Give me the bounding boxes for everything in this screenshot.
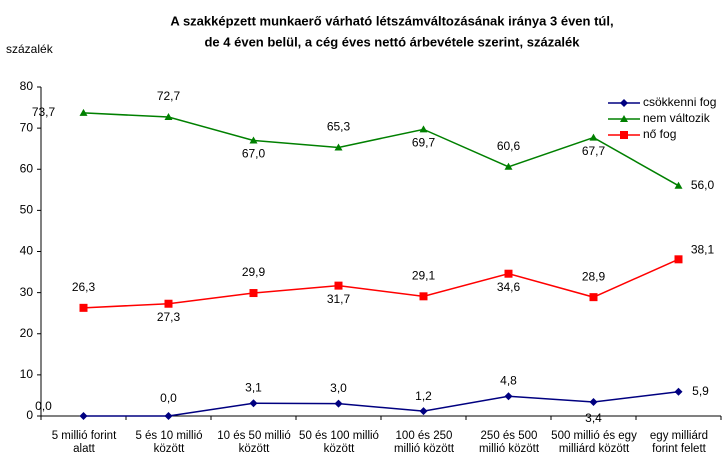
point — [620, 115, 628, 122]
x-tick-label: 5 és 10 millió között — [135, 430, 203, 455]
point — [504, 269, 513, 278]
data-label: 56,0 — [691, 178, 715, 192]
point — [674, 181, 683, 189]
data-label: 67,7 — [582, 144, 606, 158]
point — [589, 133, 598, 141]
point — [164, 299, 173, 308]
y-axis-label: százalék — [6, 42, 54, 56]
y-tick-label: 70 — [20, 120, 34, 134]
legend-label: nem változik — [643, 111, 711, 125]
y-tick-label: 30 — [20, 285, 34, 299]
x-tick-label: 5 millió forint alatt — [51, 430, 117, 455]
legend-label: nő fog — [643, 127, 676, 141]
x-tick-label: 100 és 250 millió között — [393, 430, 455, 455]
point — [79, 412, 88, 420]
point — [334, 143, 343, 151]
point — [589, 398, 598, 407]
x-tick-label: egy milliárd forint felett — [649, 430, 709, 455]
series-line — [83, 390, 679, 417]
data-label: 72,7 — [157, 89, 181, 103]
point — [249, 136, 258, 144]
point — [164, 412, 173, 420]
data-label: 27,3 — [157, 310, 181, 324]
data-label: 0,0 — [35, 399, 52, 413]
data-label: 29,1 — [412, 268, 436, 282]
data-label: 73,7 — [32, 105, 56, 119]
y-tick-label: 20 — [20, 326, 34, 340]
y-tick-label: 40 — [20, 244, 34, 258]
data-label: 26,3 — [72, 280, 96, 294]
x-tick-label: 10 és 50 millió között — [217, 430, 291, 455]
y-tick-label: 10 — [20, 367, 34, 381]
point — [419, 292, 428, 301]
point — [334, 399, 343, 408]
series-line — [83, 112, 679, 187]
series-line — [83, 258, 679, 309]
data-label: 60,6 — [497, 139, 521, 153]
point — [164, 113, 173, 121]
x-tick-label: 50 és 100 millió között — [299, 430, 379, 455]
data-label: 1,2 — [415, 389, 432, 403]
x-tick-label: 250 és 500 millió között — [478, 430, 540, 455]
data-label: 69,7 — [412, 136, 436, 150]
data-label: 5,9 — [692, 384, 709, 398]
data-label: 31,7 — [327, 292, 351, 306]
y-tick-label: 50 — [20, 203, 34, 217]
data-label: 67,0 — [242, 147, 266, 161]
y-tick-label: 80 — [20, 79, 34, 93]
data-label: 65,3 — [327, 120, 351, 134]
point — [674, 387, 683, 396]
point — [79, 108, 88, 116]
y-tick-label: 60 — [20, 161, 34, 175]
data-label: 3,4 — [585, 411, 602, 425]
legend-label: csökkenni fog — [643, 95, 716, 109]
chart-title: A szakképzett munkaerő várható létszámvá… — [170, 13, 613, 28]
x-tick-label: 500 millió és egy milliárd között — [551, 430, 637, 455]
point — [249, 289, 258, 298]
point — [334, 281, 343, 290]
data-label: 0,0 — [160, 391, 177, 405]
point — [79, 303, 88, 312]
data-label: 38,1 — [691, 242, 715, 256]
data-label: 28,9 — [582, 269, 606, 283]
point — [589, 293, 598, 302]
point — [419, 125, 428, 133]
point — [249, 399, 258, 408]
chart-subtitle: de 4 éven belül, a cég éves nettó árbevé… — [204, 34, 580, 49]
point — [504, 392, 513, 401]
point — [504, 162, 513, 170]
data-label: 34,6 — [497, 280, 521, 294]
point — [620, 131, 628, 139]
y-tick-label: 0 — [26, 408, 33, 422]
point — [620, 99, 628, 107]
data-label: 3,1 — [245, 380, 262, 394]
data-label: 29,9 — [242, 265, 266, 279]
data-label: 3,0 — [330, 381, 347, 395]
data-label: 4,8 — [500, 373, 517, 387]
point — [419, 407, 428, 416]
point — [674, 255, 683, 264]
